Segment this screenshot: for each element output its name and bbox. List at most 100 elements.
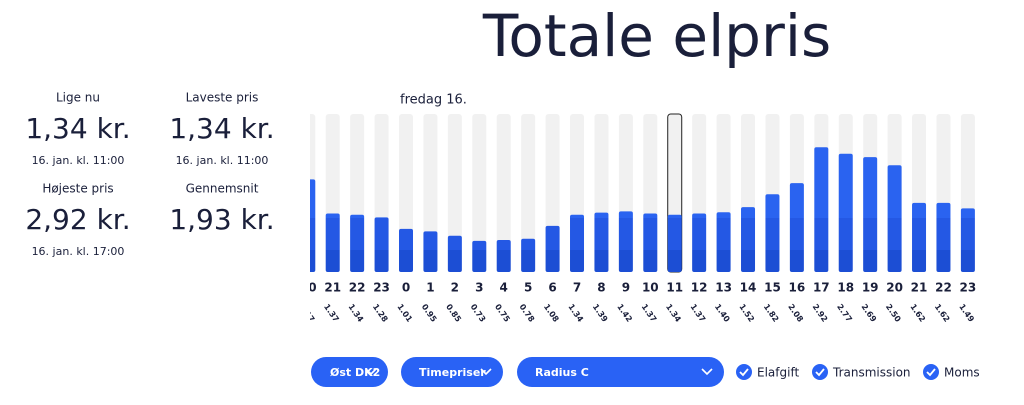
value-label: 1.37: [322, 302, 341, 323]
value-label: 1.82: [762, 302, 781, 323]
stat-date: 16. jan. kl. 11:00: [176, 154, 269, 167]
dropdown[interactable]: [401, 357, 503, 387]
value-label: 1.39: [591, 302, 610, 324]
hour-label: 7: [573, 281, 581, 295]
value-label: 1.62: [908, 302, 927, 323]
dropdown[interactable]: [517, 357, 724, 387]
stat-label: Gennemsnit: [186, 182, 259, 196]
value-label: 2.50: [884, 302, 903, 324]
bar: [399, 228, 413, 272]
value-label: 1.01: [395, 302, 414, 324]
value-label: 2.77: [835, 302, 854, 323]
bar: [472, 240, 487, 272]
bar: [789, 183, 804, 272]
dropdown-label: Timepriser: [419, 366, 486, 379]
value-label: 1.40: [713, 302, 732, 324]
bar: [692, 213, 707, 272]
checkbox-label: Moms: [944, 366, 980, 380]
hour-label: 5: [524, 281, 532, 295]
bar: [863, 157, 878, 272]
bar: [838, 153, 853, 272]
bar: [887, 165, 902, 272]
bar: [447, 235, 462, 272]
hour-label: 1: [426, 281, 434, 295]
check: [926, 368, 936, 377]
value-label: 1.28: [371, 302, 390, 324]
bar: [374, 217, 389, 272]
day-label: fredag 16.: [400, 93, 467, 108]
chevron: [365, 368, 377, 376]
value-label: 1.08: [542, 302, 561, 324]
hour-label: 23: [373, 281, 390, 295]
bar: [423, 231, 438, 272]
hour-label: 13: [715, 281, 732, 295]
dropdown-label: Radius C: [535, 366, 589, 379]
hour-label: 17: [813, 281, 830, 295]
stat-value: 1,34 kr.: [25, 112, 130, 145]
checkbox[interactable]: [736, 364, 752, 380]
hour-label: 22: [935, 281, 952, 295]
hour-label: 12: [691, 281, 708, 295]
value-label: 0.78: [517, 302, 536, 324]
stat-value: 2,92 kr.: [25, 203, 130, 236]
bar: [594, 212, 609, 272]
check: [739, 368, 749, 377]
hour-label: 19: [862, 281, 879, 295]
value-label: 1.62: [933, 302, 952, 323]
chevron: [480, 368, 492, 376]
bar: [496, 239, 511, 272]
bar: [545, 225, 560, 272]
bar: [741, 207, 756, 272]
hour-label: 23: [960, 281, 977, 295]
hour-label: 15: [764, 281, 781, 295]
bar-background: [472, 114, 487, 272]
bar: [936, 202, 951, 272]
chevron: [701, 368, 713, 376]
hour-label: 8: [597, 281, 605, 295]
hour-label: 22: [349, 281, 366, 295]
hour-label: 18: [837, 281, 854, 295]
bar-background: [521, 114, 536, 272]
bar-background: [447, 114, 462, 272]
hour-label: 0: [402, 281, 410, 295]
bar: [960, 208, 975, 272]
hour-label: 10: [642, 281, 659, 295]
dropdown[interactable]: [311, 357, 388, 387]
value-label: 2.08: [786, 302, 805, 324]
checkbox-label: Transmission: [832, 366, 911, 380]
plot: 20 2.17 21 1.37 22 1.34 23 1.28 0 1.01 1 0.95 2 0.85 3…: [298, 113, 977, 324]
bar: [570, 214, 585, 272]
stat-date: 16. jan. kl. 11:00: [32, 154, 125, 167]
bar: [325, 213, 340, 272]
bar: [350, 214, 365, 272]
checkbox[interactable]: [923, 364, 939, 380]
value-label: 1.37: [688, 302, 707, 323]
bar: [716, 212, 731, 272]
bar: [310, 179, 316, 272]
hour-label: 14: [740, 281, 757, 295]
stat-label: Laveste pris: [186, 91, 259, 105]
bar: [912, 202, 927, 272]
stat-value: 1,93 kr.: [169, 203, 274, 236]
stat-label: Lige nu: [56, 91, 100, 105]
stat-value: 1,34 kr.: [169, 112, 274, 145]
check: [815, 368, 825, 377]
stat-date: 16. jan. kl. 17:00: [32, 245, 125, 258]
value-label: 1.34: [664, 302, 683, 324]
controls: Øst DK2 Timepriser Radius C Elafgift Transmi…: [311, 357, 980, 387]
value-label: 2.69: [859, 302, 878, 324]
value-label: 2.17: [298, 302, 317, 323]
bar: [765, 194, 780, 272]
stat-label: Højeste pris: [42, 182, 113, 196]
dropdown-label: Øst DK2: [330, 366, 380, 379]
hour-label: 2: [451, 281, 459, 295]
value-label: 0.95: [420, 302, 439, 324]
checkbox[interactable]: [812, 364, 828, 380]
bar-background: [496, 114, 511, 272]
value-label: 0.85: [444, 302, 463, 324]
bar: [667, 214, 682, 272]
hour-label: 20: [300, 281, 317, 295]
hour-label: 16: [789, 281, 806, 295]
value-label: 1.42: [615, 302, 634, 323]
